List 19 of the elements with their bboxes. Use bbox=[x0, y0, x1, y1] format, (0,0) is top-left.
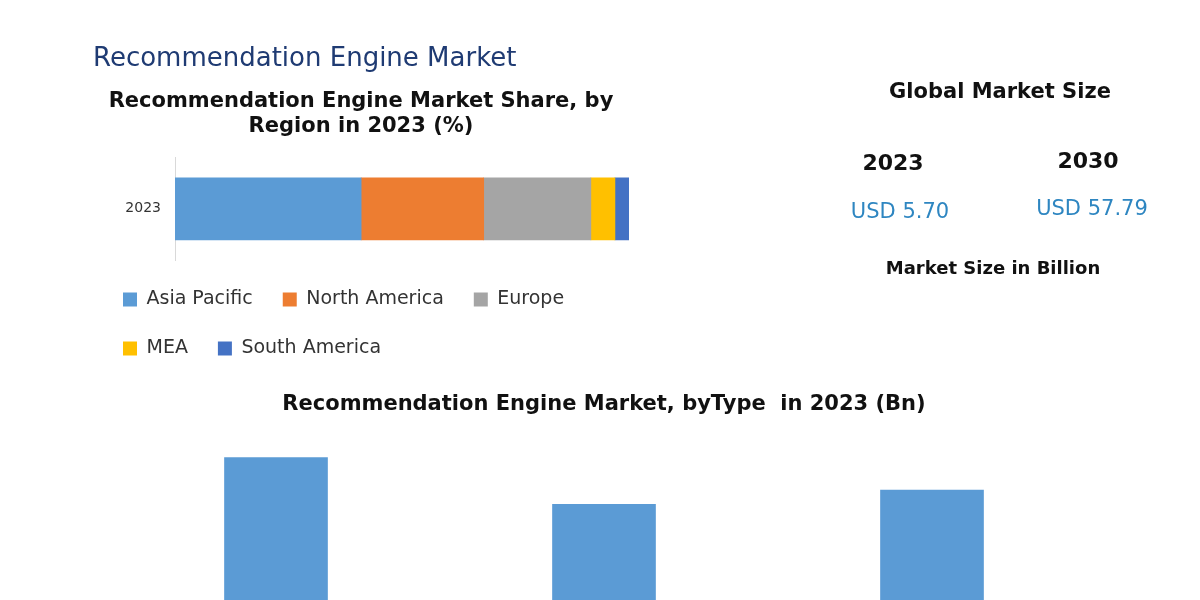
chart-subtitle: Recommendation Engine Market Share, by Region in 2023 (%) bbox=[108, 88, 614, 138]
text: Global Market Size bbox=[889, 79, 1111, 103]
bar bbox=[360, 177, 485, 241]
legend-label: Asia Pacific bbox=[146, 286, 253, 309]
legend-label: North America bbox=[306, 286, 444, 309]
bar bbox=[614, 177, 629, 241]
chart-title: Recommendation Engine Market bbox=[93, 42, 517, 73]
text: USD 5.70 bbox=[850, 199, 950, 223]
chart-title: Recommendation Engine Market, byType in 2023 (Bn) bbox=[282, 391, 926, 416]
bar bbox=[590, 177, 616, 241]
text: 2023 bbox=[862, 150, 924, 175]
legend-label: Europe bbox=[497, 286, 565, 309]
bar bbox=[483, 177, 592, 241]
bar bbox=[175, 177, 362, 241]
legend-label: South America bbox=[241, 335, 382, 358]
text: 2030 bbox=[1057, 148, 1119, 173]
text: Market Size in Billion bbox=[885, 257, 1101, 278]
text: USD 57.79 bbox=[1036, 196, 1148, 220]
legend-label: MEA bbox=[146, 335, 188, 358]
